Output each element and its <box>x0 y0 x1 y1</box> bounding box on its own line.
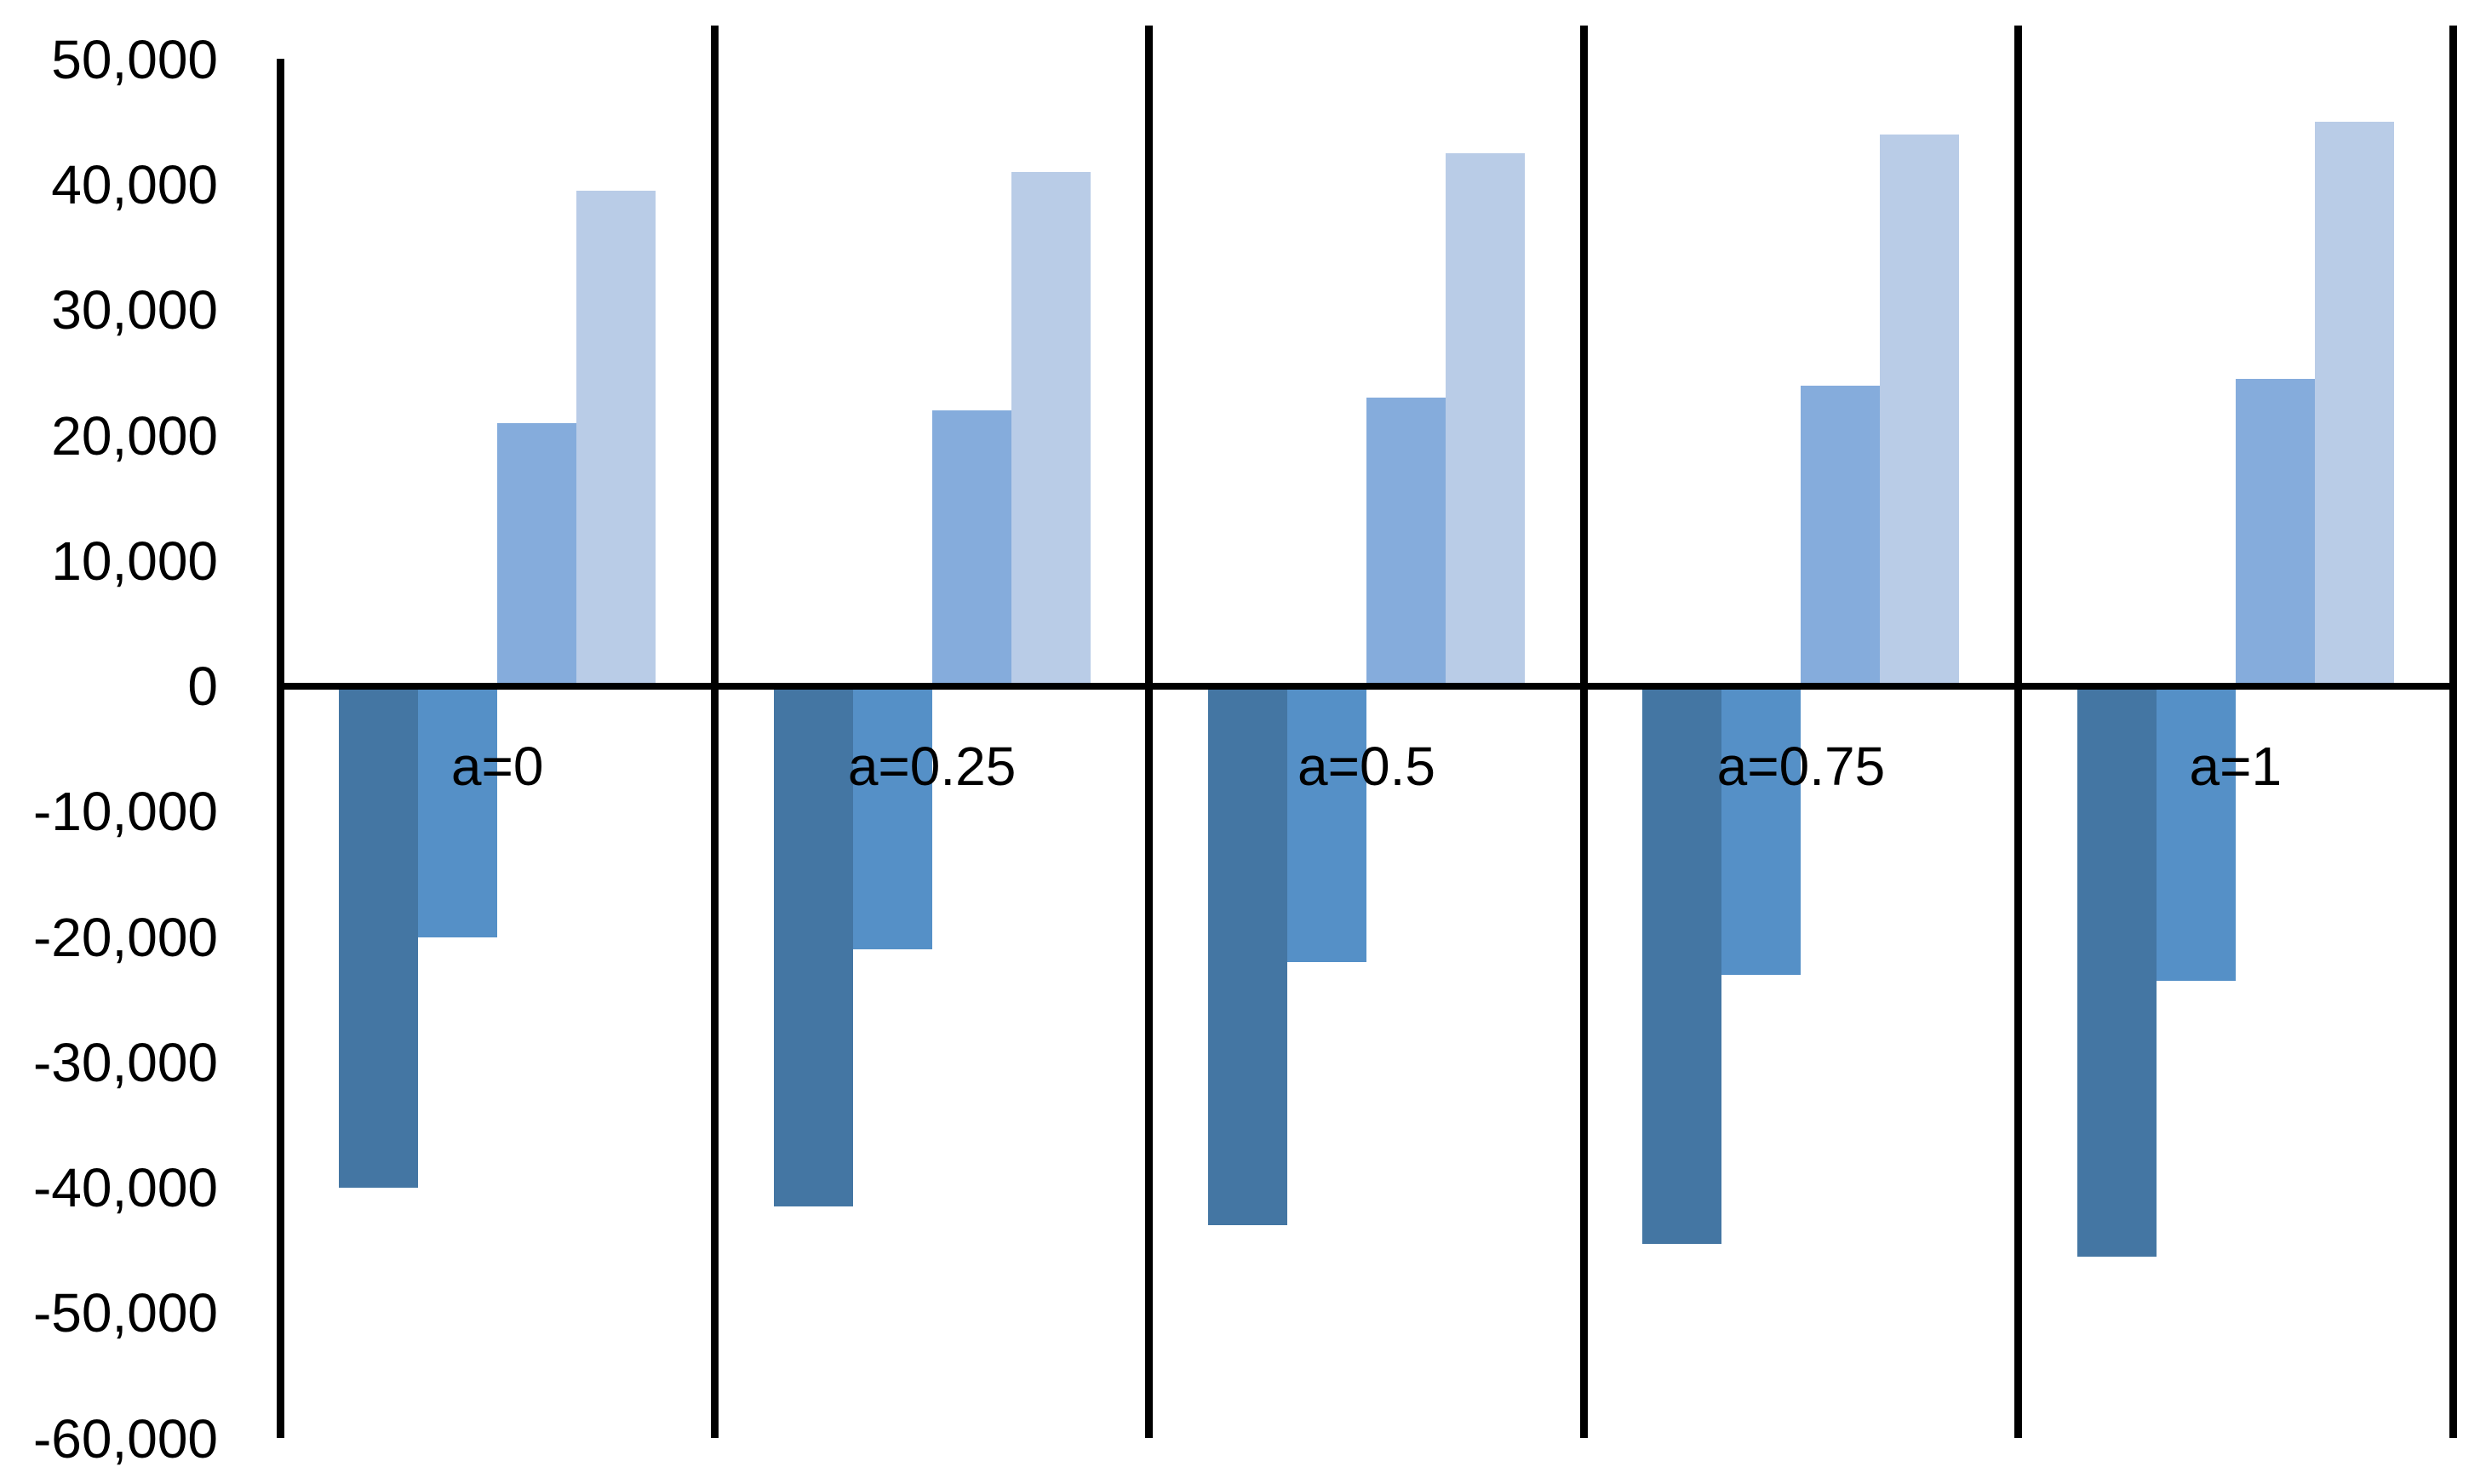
panel-separator-line <box>2014 26 2023 1438</box>
bar-series-1-group-5 <box>2076 686 2157 1258</box>
y-tick-label: 50,000 <box>51 28 218 90</box>
panel-separator-line <box>1145 26 1154 1438</box>
bar-series-4-group-2 <box>1011 172 1091 686</box>
bar-series-1-group-2 <box>773 686 853 1207</box>
y-tick-label: 30,000 <box>51 279 218 341</box>
panel-separator-line <box>1579 26 1588 1438</box>
y-tick-label: -40,000 <box>32 1157 218 1219</box>
panel-separator-line <box>710 26 719 1438</box>
y-tick-label: 0 <box>187 656 218 717</box>
bar-series-3-group-2 <box>931 410 1011 686</box>
bar-series-2-group-2 <box>852 686 932 950</box>
y-axis-line <box>276 59 284 1438</box>
panel-separator-line <box>2449 26 2457 1438</box>
bar-series-1-group-1 <box>339 686 419 1189</box>
y-tick-label: -10,000 <box>32 781 218 843</box>
y-tick-label: 20,000 <box>51 404 218 467</box>
y-tick-label: -50,000 <box>32 1282 218 1344</box>
y-tick-label: -30,000 <box>32 1031 218 1093</box>
bar-series-4-group-3 <box>1446 153 1525 686</box>
bar-series-4-group-5 <box>2314 122 2394 686</box>
bar-series-1-group-3 <box>1208 686 1287 1226</box>
category-label: a=0.75 <box>1716 736 1886 797</box>
bar-series-2-group-1 <box>418 686 498 937</box>
y-tick-label: 40,000 <box>51 153 218 215</box>
bar-series-2-group-5 <box>2156 686 2236 982</box>
bar-series-2-group-4 <box>1721 686 1801 975</box>
bar-series-1-group-4 <box>1642 686 1722 1245</box>
category-label: a=0.5 <box>1297 736 1435 797</box>
category-label: a=0 <box>450 736 544 797</box>
bar-series-2-group-3 <box>1287 686 1366 962</box>
y-tick-label: -60,000 <box>32 1407 218 1470</box>
bar-series-4-group-1 <box>576 191 656 686</box>
category-label: a=1 <box>2189 736 2283 797</box>
bar-series-3-group-4 <box>1801 385 1881 686</box>
bar-series-4-group-4 <box>1880 135 1960 686</box>
bar-series-3-group-3 <box>1366 398 1446 686</box>
bar-series-3-group-5 <box>2235 379 2315 686</box>
category-label: a=0.25 <box>847 736 1017 797</box>
bar-series-3-group-1 <box>497 422 577 686</box>
x-axis-zero-line <box>276 683 2457 690</box>
y-tick-label: -20,000 <box>32 906 218 968</box>
y-tick-label: 10,000 <box>51 530 218 592</box>
